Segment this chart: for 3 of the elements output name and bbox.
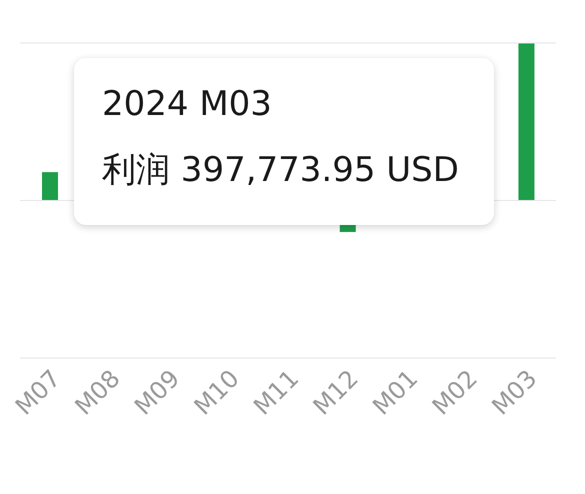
annotation: 利润 397,773.95 USD (102, 150, 460, 190)
tooltip-box: 2024 M03 利润 397,773.95 USD (74, 58, 494, 225)
annotation: 2024 M03 (102, 84, 273, 124)
